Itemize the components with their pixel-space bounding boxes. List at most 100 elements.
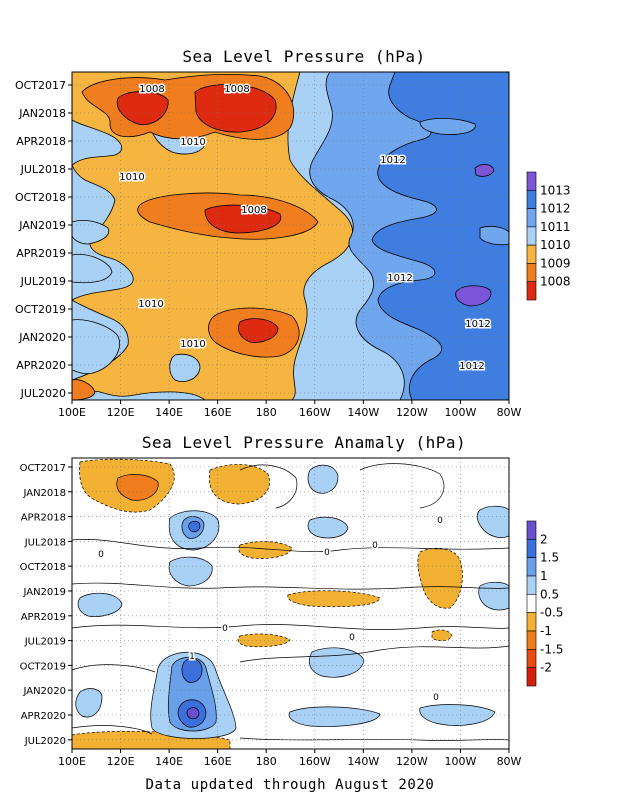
slp-island-d <box>169 353 201 382</box>
colorbar-label: 1010 <box>540 238 571 252</box>
anom-contour-label: 0 <box>349 633 355 643</box>
slp-fill-below-1008-d <box>238 318 279 343</box>
colorbar-label: 1012 <box>540 202 571 216</box>
slp-contour-label: 1010 <box>180 137 205 148</box>
colorbar-label: 1 <box>540 569 548 583</box>
anom-fill-pos <box>308 647 365 678</box>
x-tick-label: 120E <box>107 406 135 419</box>
x-tick-label: 160E <box>204 755 232 768</box>
x-tick-label: 100W <box>445 755 477 768</box>
colorbar-label: -1.5 <box>540 642 563 656</box>
anom-fill-neg <box>208 464 270 505</box>
anom-fill-pos <box>307 464 339 494</box>
y-tick-label: APR2020 <box>21 711 66 722</box>
anom-contour-label: 0 <box>433 693 439 703</box>
y-tick-label: JUL2020 <box>20 387 66 400</box>
slp-fill-below-1008-c <box>204 204 282 234</box>
colorbar-label: 1009 <box>540 256 571 270</box>
slp-fill-above-1013-a <box>474 164 495 177</box>
colorbar-swatch <box>526 281 537 301</box>
y-tick-label: JAN2020 <box>22 686 66 697</box>
anom-fill-pos <box>307 516 349 539</box>
anom-contour-label: 0 <box>372 541 378 551</box>
anomaly-plot-frame <box>71 457 510 750</box>
anom-contour-label: 0 <box>437 516 443 526</box>
colorbar-swatch <box>526 189 537 209</box>
colorbar-swatch <box>526 594 537 613</box>
slp-contour-label: 1008 <box>139 84 164 95</box>
slp-plot <box>72 72 509 400</box>
slp-x-axis: 100E 120E 140E 160E 180 160W 140W 120W 100W 80W <box>58 400 522 419</box>
slp-fill-1012-1013 <box>371 72 509 400</box>
anom-fill-neg <box>238 541 293 559</box>
colorbar-label: 1.5 <box>540 551 559 565</box>
anom-contour-labels: 1 0 0 0 0 0 0 0 <box>97 515 445 705</box>
top-chart-title: Sea Level Pressure (hPa) <box>182 47 426 66</box>
x-tick-label: 140E <box>155 755 183 768</box>
y-tick-label: OCT2017 <box>20 463 66 474</box>
anom-fill-pos-15 <box>188 520 201 533</box>
x-tick-label: 80W <box>497 406 522 419</box>
colorbar-swatch <box>526 575 537 595</box>
anom-contour-label: 0 <box>98 550 104 560</box>
slp-plot-frame <box>71 71 510 401</box>
colorbar-swatch <box>526 539 537 558</box>
anom-fill-neg <box>431 629 453 642</box>
slp-island-b <box>72 254 113 284</box>
anom-contour-label: 0 <box>324 548 330 558</box>
anomaly-y-axis: OCT2017 JAN2018 APR2018 JUL2018 OCT2018 JAN20… <box>20 463 72 747</box>
x-tick-label: 140E <box>155 406 183 419</box>
colorbar-label: 1011 <box>540 220 571 234</box>
slp-grid <box>72 72 509 400</box>
colorbar-swatch <box>526 520 537 540</box>
slp-colorbar: 1013 1012 1011 1010 1009 1008 <box>526 171 571 301</box>
y-tick-label: OCT2019 <box>15 303 66 316</box>
x-tick-label: 100E <box>58 755 86 768</box>
slp-island-a <box>72 220 110 245</box>
colorbar-swatch <box>526 208 537 228</box>
colorbar-swatch <box>526 263 537 283</box>
anom-contour-label: 1 <box>189 652 195 662</box>
slp-pocket-a <box>419 118 476 135</box>
x-tick-label: 80W <box>497 755 522 768</box>
anom-fill-pos <box>288 706 381 727</box>
colorbar-swatch <box>526 612 537 632</box>
y-tick-label: JUL2018 <box>20 163 66 176</box>
slp-y-axis: OCT2017 JAN2018 APR2018 JUL2018 OCT2018 JAN20… <box>15 79 72 400</box>
y-tick-label: APR2019 <box>16 247 66 260</box>
x-tick-label: 160W <box>299 406 331 419</box>
colorbar-label: 2 <box>540 532 548 546</box>
anomaly-grid <box>72 458 509 749</box>
slp-contour-label: 1008 <box>224 84 249 95</box>
anom-zero-contours <box>72 463 509 741</box>
y-tick-label: JAN2020 <box>18 331 66 344</box>
data-updated-footer: Data updated through August 2020 <box>145 777 435 793</box>
colorbar-label: -0.5 <box>540 606 563 620</box>
colorbar-swatch <box>526 667 537 687</box>
colorbar-label: -1 <box>540 624 552 638</box>
slp-pocket-b <box>479 225 509 246</box>
anom-contour-label: 0 <box>222 624 228 634</box>
y-tick-label: OCT2018 <box>20 562 66 573</box>
anom-fill-pos <box>77 592 123 617</box>
colorbar-label: 1013 <box>540 183 571 197</box>
slp-contour-label: 1012 <box>459 361 484 372</box>
y-tick-label: JUL2020 <box>24 736 66 747</box>
anom-fill-pos-15 <box>181 658 203 683</box>
anom-fill-pos <box>75 688 103 718</box>
x-tick-label: 140W <box>347 406 379 419</box>
colorbar-swatch <box>526 557 537 577</box>
x-tick-label: 180 <box>256 406 277 419</box>
y-tick-label: APR2020 <box>16 359 66 372</box>
anom-fill-pos <box>419 704 496 726</box>
anom-fill-neg <box>287 590 381 608</box>
y-tick-label: JAN2019 <box>22 587 66 598</box>
colorbar-swatch <box>526 630 537 650</box>
anom-fill-pos <box>168 556 213 587</box>
slp-contour-label: 1008 <box>241 205 266 216</box>
slp-contour-label: 1012 <box>465 319 490 330</box>
y-tick-label: OCT2018 <box>15 191 66 204</box>
slp-fill-below-1008-b <box>194 84 277 133</box>
anom-fill-pos <box>476 505 509 538</box>
